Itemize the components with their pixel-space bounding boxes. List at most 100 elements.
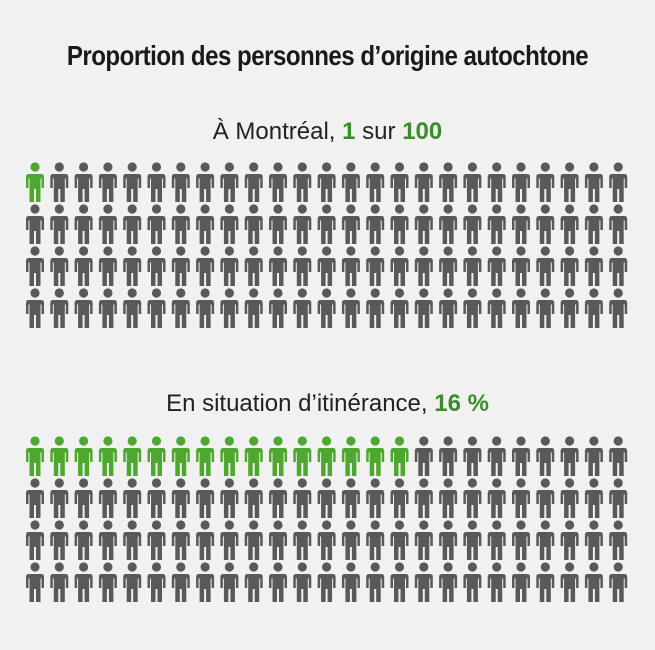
montreal-person-icon-46 [512,204,530,244]
homeless-person-icon-6-highlighted [147,436,166,476]
homeless-person-icon-7-highlighted [171,436,190,476]
montreal-person-icon-1-highlighted [26,162,44,202]
homeless-person-icon-20 [487,436,506,476]
montreal-person-icon-39 [341,204,360,244]
montreal-person-icon-19 [463,162,482,202]
homeless-person-icon-34 [220,478,239,518]
montreal-person-icon-48 [560,204,579,244]
montreal-person-icon-43 [439,204,458,244]
homeless-person-icon-100 [609,562,628,602]
homeless-person-icon-69 [463,520,482,560]
homeless-person-icon-35 [244,478,263,518]
montreal-person-icon-21 [512,162,530,202]
montreal-person-icon-14 [341,162,360,202]
homeless-person-icon-22 [536,436,555,476]
montreal-person-icon-69 [463,246,482,286]
montreal-person-icon-84 [220,288,239,328]
homeless-person-icon-39 [341,478,360,518]
homeless-person-icon-91 [390,562,409,602]
homeless-person-icon-33 [196,478,215,518]
homeless-person-icon-15-highlighted [366,436,385,476]
montreal-person-icon-97 [536,288,555,328]
homeless-person-icon-31 [147,478,166,518]
homeless-person-icon-14-highlighted [341,436,360,476]
montreal-person-icon-6 [147,162,166,202]
montreal-person-icon-55 [123,246,142,286]
homeless-person-icon-99 [584,562,603,602]
homeless-person-icon-98 [560,562,579,602]
homeless-person-icon-18 [439,436,458,476]
homeless-person-icon-85 [244,562,263,602]
montreal-person-icon-8 [196,162,215,202]
montreal-person-icon-54 [98,246,117,286]
montreal-person-icon-62 [293,246,312,286]
montreal-person-icon-38 [317,204,336,244]
homeless-person-icon-55 [123,520,142,560]
montreal-person-icon-60 [244,246,263,286]
homeless-person-icon-32 [171,478,190,518]
montreal-person-icon-68 [439,246,458,286]
montreal-person-icon-88 [317,288,336,328]
homeless-person-icon-71 [512,520,530,560]
homeless-person-icon-3-highlighted [74,436,93,476]
montreal-person-icon-12 [293,162,312,202]
homeless-person-icon-95 [487,562,506,602]
homeless-person-icon-38 [317,478,336,518]
homeless-person-icon-81 [147,562,166,602]
montreal-person-icon-10 [244,162,263,202]
montreal-person-icon-94 [463,288,482,328]
homeless-person-icon-72 [536,520,555,560]
homeless-person-icon-88 [317,562,336,602]
homeless-person-icon-16-highlighted [390,436,409,476]
homeless-person-icon-8-highlighted [196,436,215,476]
montreal-person-icon-29 [98,204,117,244]
montreal-person-icon-86 [269,288,287,328]
montreal-person-icon-77 [50,288,69,328]
montreal-person-icon-3 [74,162,93,202]
homeless-person-icon-74 [584,520,603,560]
homeless-person-icon-49 [584,478,603,518]
homeless-person-icon-40 [366,478,385,518]
homeless-person-icon-64 [341,520,360,560]
montreal-person-icon-51 [26,246,44,286]
montreal-person-icon-18 [439,162,458,202]
homeless-person-icon-13-highlighted [317,436,336,476]
montreal-person-icon-95 [487,288,506,328]
montreal-person-icon-71 [512,246,530,286]
homeless-person-icon-83 [196,562,215,602]
homeless-person-icon-9-highlighted [220,436,239,476]
montreal-person-icon-64 [341,246,360,286]
homeless-person-icon-61 [269,520,287,560]
montreal-person-icon-9 [220,162,239,202]
homeless-person-icon-48 [560,478,579,518]
homeless-person-icon-57 [171,520,190,560]
montreal-person-icon-37 [293,204,312,244]
homeless-person-icon-80 [123,562,142,602]
homeless-person-icon-23 [560,436,579,476]
montreal-person-icon-11 [269,162,287,202]
homeless-person-icon-56 [147,520,166,560]
montreal-person-icon-32 [171,204,190,244]
montreal-person-icon-59 [220,246,239,286]
homeless-person-icon-96 [512,562,530,602]
montreal-label-middle: sur [355,118,403,145]
montreal-person-icon-72 [536,246,555,286]
homeless-person-icon-62 [293,520,312,560]
montreal-person-icon-49 [584,204,603,244]
homeless-person-icon-25 [609,436,628,476]
montreal-person-icon-83 [196,288,215,328]
homeless-person-icon-76 [26,562,44,602]
homeless-person-icon-11-highlighted [269,436,287,476]
montreal-person-icon-85 [244,288,263,328]
homeless-person-icon-19 [463,436,482,476]
montreal-person-icon-66 [390,246,409,286]
homeless-person-icon-67 [414,520,433,560]
homeless-person-icon-75 [609,520,628,560]
homeless-person-icon-94 [463,562,482,602]
homeless-person-icon-47 [536,478,555,518]
homeless-person-icon-10-highlighted [244,436,263,476]
montreal-person-icon-33 [196,204,215,244]
montreal-person-icon-70 [487,246,506,286]
montreal-person-icon-13 [317,162,336,202]
montreal-person-icon-89 [341,288,360,328]
